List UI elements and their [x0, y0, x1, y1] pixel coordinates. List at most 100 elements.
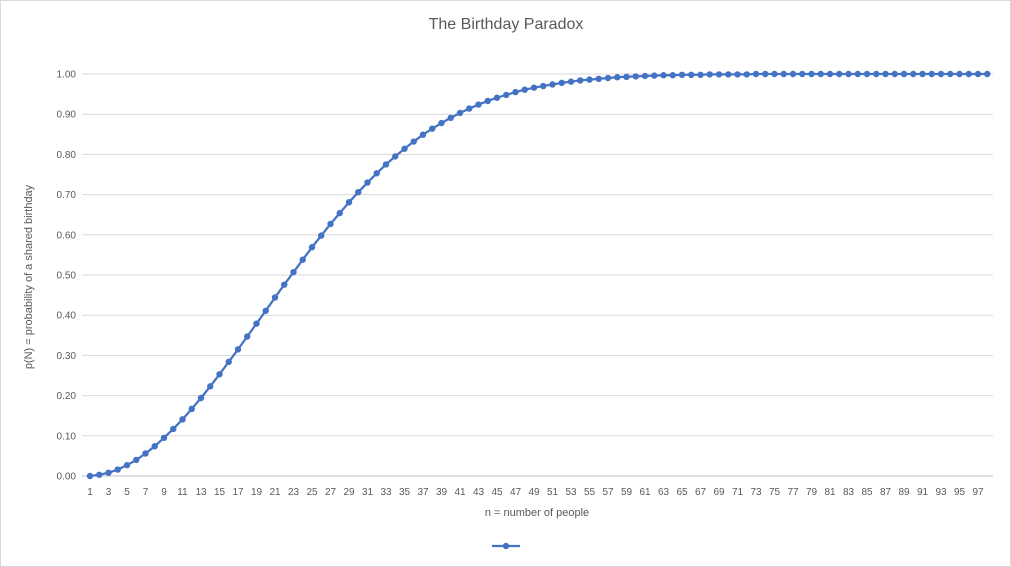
data-point [327, 220, 334, 228]
x-tick-label: 89 [898, 487, 910, 498]
data-point [290, 268, 297, 276]
y-tick-label: 0.00 [57, 472, 77, 483]
y-tick-label: 0.40 [57, 311, 77, 322]
x-tick-label: 75 [769, 487, 781, 498]
data-point [780, 70, 787, 78]
data-point [762, 70, 769, 78]
data-point [947, 70, 954, 78]
data-point [355, 188, 362, 196]
data-point [410, 138, 417, 145]
x-tick-label: 77 [787, 487, 799, 498]
y-tick-label: 0.30 [57, 351, 77, 362]
data-point [891, 70, 898, 78]
y-axis-title: p(N) = probability of a shared birthday [23, 184, 35, 369]
data-point [984, 70, 991, 78]
x-tick-label: 61 [639, 487, 651, 498]
x-tick-label: 63 [658, 487, 670, 498]
data-point [688, 71, 695, 79]
data-point [660, 72, 667, 79]
x-tick-label: 85 [861, 487, 873, 498]
x-tick-label: 27 [325, 487, 337, 498]
x-tick-label: 67 [695, 487, 707, 498]
x-axis-title: n = number of people [485, 507, 589, 519]
data-point [706, 71, 713, 78]
data-point [651, 72, 658, 79]
data-point [271, 294, 279, 301]
chart-title: The Birthday Paradox [429, 16, 584, 33]
data-point [336, 209, 343, 217]
data-point [965, 70, 972, 78]
legend [492, 542, 520, 550]
x-tick-label: 93 [935, 487, 947, 498]
x-tick-label: 25 [306, 487, 318, 498]
data-point [308, 244, 316, 251]
data-point [281, 281, 288, 288]
data-point [549, 81, 556, 88]
data-point [725, 71, 732, 78]
x-tick-label: 59 [621, 487, 633, 498]
data-point [503, 91, 510, 99]
data-point [937, 70, 945, 78]
data-point [919, 70, 926, 78]
data-point [244, 333, 251, 340]
data-point [429, 125, 436, 132]
y-tick-label: 0.60 [57, 230, 77, 241]
data-point [96, 471, 103, 478]
data-point [595, 75, 602, 83]
data-point [484, 97, 491, 105]
x-tick-label: 19 [251, 487, 263, 498]
data-point [382, 161, 390, 168]
x-tick-label: 37 [417, 487, 429, 498]
data-point [142, 450, 149, 457]
data-point [586, 76, 593, 83]
data-point [854, 70, 861, 78]
data-point [678, 71, 686, 79]
data-point [604, 74, 612, 82]
x-tick-label: 69 [713, 487, 725, 498]
data-point [105, 469, 112, 476]
gridlines [82, 73, 993, 477]
y-tick-label: 0.80 [57, 150, 77, 161]
y-axis-ticks: 0.00 0.10 0.20 0.30 0.40 0.50 0.60 0.70 0.80 0.90… [57, 70, 77, 483]
x-tick-label: 55 [584, 487, 596, 498]
data-point [114, 466, 121, 473]
x-tick-label: 35 [399, 487, 411, 498]
data-point [401, 145, 408, 152]
data-point [151, 443, 158, 450]
data-point [197, 394, 205, 402]
x-tick-label: 5 [124, 487, 130, 498]
x-tick-label: 9 [161, 487, 167, 498]
x-tick-label: 95 [954, 487, 966, 498]
data-point [882, 70, 889, 78]
x-tick-label: 43 [473, 487, 485, 498]
x-tick-label: 71 [732, 487, 744, 498]
series-layer [86, 70, 991, 480]
x-tick-label: 1 [87, 487, 93, 498]
data-point [188, 405, 195, 413]
x-tick-label: 39 [436, 487, 448, 498]
data-point [160, 434, 168, 442]
data-point [873, 70, 880, 78]
data-point [253, 320, 260, 327]
data-point [392, 153, 399, 160]
x-tick-label: 73 [750, 487, 762, 498]
x-axis-ticks: 1 3 5 7 9 11 13 15 17 19 21 23 25 27 29 31 33 35 37 39 41 43 4… [87, 487, 984, 498]
data-point [752, 70, 760, 78]
data-point [734, 71, 741, 78]
data-point [530, 84, 538, 91]
y-tick-label: 0.70 [57, 190, 77, 201]
data-point [715, 71, 723, 78]
x-tick-label: 11 [177, 487, 188, 498]
data-point [540, 82, 547, 90]
data-point [133, 456, 140, 464]
data-point [799, 70, 806, 78]
x-tick-label: 51 [547, 487, 559, 498]
data-point [318, 232, 325, 239]
data-point [438, 119, 445, 127]
data-point [910, 70, 917, 78]
data-point [345, 199, 353, 206]
data-point [928, 70, 935, 78]
